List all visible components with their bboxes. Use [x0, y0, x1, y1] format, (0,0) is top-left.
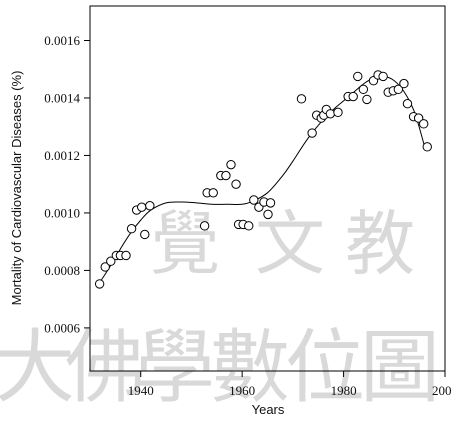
watermark-glyph: 位 [285, 321, 365, 414]
x-axis: 1940 1960 1980 2000 [128, 371, 451, 398]
watermark: 覺 文 教 大 佛 學 數 位 圖 [0, 203, 440, 414]
y-tick-label: 0.0016 [44, 33, 80, 48]
data-point [399, 78, 409, 89]
data-point [145, 201, 155, 211]
y-axis: 0.0006 0.0008 0.0010 0.0012 0.0014 0.0016 [44, 33, 90, 335]
data-point [221, 170, 231, 181]
data-point [325, 109, 336, 119]
watermark-glyph: 數 [210, 321, 290, 414]
y-tick-label: 0.0006 [44, 320, 80, 335]
data-point [100, 262, 110, 272]
data-point [419, 119, 429, 129]
data-point [333, 107, 343, 118]
data-point [199, 221, 210, 231]
data-point [413, 113, 424, 123]
data-point [307, 128, 317, 138]
data-point [140, 229, 150, 240]
y-axis-title: Mortality of Cardiovascular Diseases (%) [9, 71, 24, 306]
data-point [402, 99, 413, 109]
y-tick-label: 0.0012 [44, 148, 80, 163]
x-tick-label: 1940 [128, 383, 154, 398]
data-point [249, 195, 259, 205]
data-point [121, 250, 131, 261]
data-point [244, 221, 254, 231]
data-point [348, 91, 358, 102]
watermark-glyph: 覺 [150, 203, 220, 285]
data-point [393, 84, 404, 95]
data-point [265, 198, 276, 208]
data-point [362, 94, 372, 105]
data-point [422, 142, 432, 152]
data-point [226, 159, 236, 170]
watermark-glyph: 佛 [65, 321, 145, 414]
plot-frame [89, 5, 446, 372]
data-point [358, 84, 369, 95]
data-point [231, 179, 241, 189]
data-point [263, 209, 273, 220]
y-tick-label: 0.0014 [44, 90, 80, 105]
data-point [296, 94, 307, 104]
watermark-glyph: 大 [0, 321, 75, 414]
watermark-glyph: 圖 [360, 321, 440, 414]
data-point [137, 202, 147, 212]
watermark-glyph: 學 [135, 321, 215, 414]
data-point [126, 224, 137, 234]
data-point [353, 71, 363, 82]
data-point [106, 256, 116, 266]
x-tick-label: 1980 [331, 383, 357, 398]
data-point [94, 279, 105, 289]
data-point [378, 71, 388, 82]
watermark-glyph: 教 [345, 203, 415, 285]
data-point [208, 188, 218, 198]
x-axis-title: Years [252, 402, 285, 417]
x-tick-label: 1960 [229, 383, 255, 398]
series [94, 70, 432, 289]
y-tick-label: 0.0008 [44, 263, 80, 278]
x-tick-label: 2000 [432, 383, 451, 398]
y-tick-label: 0.0010 [44, 205, 80, 220]
